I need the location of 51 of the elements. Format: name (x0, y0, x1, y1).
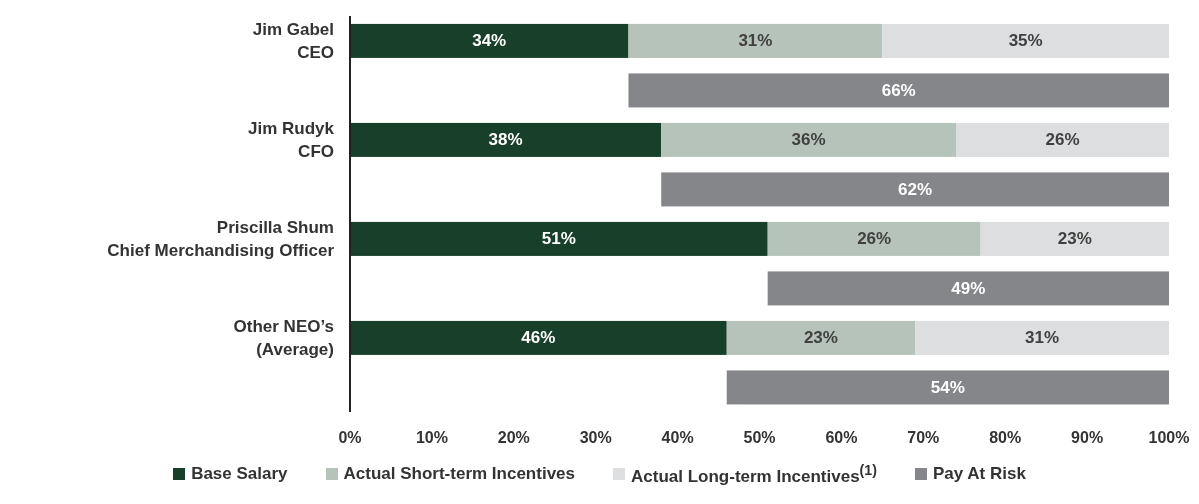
bar (661, 172, 1169, 207)
legend-label: Base Salary (191, 464, 288, 485)
x-tick-label: 80% (989, 429, 1022, 447)
x-tick-label: 100% (1148, 429, 1190, 447)
x-tick-label: 70% (907, 429, 940, 447)
legend-label: Actual Short-term Incentives (343, 464, 575, 485)
bar (767, 271, 1169, 306)
data-label: 36% (791, 130, 826, 150)
bar (767, 221, 981, 256)
data-label: 31% (1025, 328, 1060, 348)
x-tick-label: 60% (825, 429, 858, 447)
legend-label: Pay At Risk (932, 464, 1026, 485)
bar (980, 221, 1169, 256)
data-label: 66% (881, 80, 916, 100)
data-label: 54% (930, 377, 965, 397)
data-label: 26% (857, 229, 892, 249)
data-label: 49% (951, 278, 986, 298)
bar (350, 320, 727, 355)
data-label: 23% (1057, 229, 1092, 249)
bar (350, 122, 662, 157)
data-label: 46% (521, 328, 556, 348)
y-tick-label: Priscilla Shum Chief Merchandising Officer (107, 218, 335, 261)
data-label: 51% (541, 229, 576, 249)
data-label: 31% (738, 31, 773, 51)
x-tick-label: 90% (1071, 429, 1104, 447)
data-label: 35% (1008, 31, 1043, 51)
data-label: 62% (898, 179, 933, 199)
x-tick-label: 50% (743, 429, 776, 447)
bar (628, 73, 1169, 108)
bar (726, 320, 916, 355)
bar (661, 122, 957, 157)
y-tick-label: Jim Gabel CEO (252, 20, 334, 63)
y-tick-label: Jim Rudyk CFO (248, 119, 335, 162)
x-tick-label: 20% (497, 429, 530, 447)
legend-label: Actual Long-term Incentives$^{(1)}$ (631, 462, 877, 487)
bar (350, 23, 629, 58)
data-label: 26% (1045, 130, 1080, 150)
data-label: 38% (488, 130, 523, 150)
data-label: 23% (803, 328, 838, 348)
x-tick-label: 0% (338, 429, 362, 447)
data-label: 34% (472, 31, 507, 51)
x-tick-label: 10% (415, 429, 448, 447)
bar (350, 221, 768, 256)
bar (628, 23, 883, 58)
bar (726, 370, 1169, 405)
bar (956, 122, 1169, 157)
y-tick-label: Other NEO’s (Average) (233, 317, 334, 360)
bar (882, 23, 1169, 58)
x-tick-label: 30% (579, 429, 612, 447)
bar (915, 320, 1169, 355)
x-tick-label: 40% (661, 429, 694, 447)
